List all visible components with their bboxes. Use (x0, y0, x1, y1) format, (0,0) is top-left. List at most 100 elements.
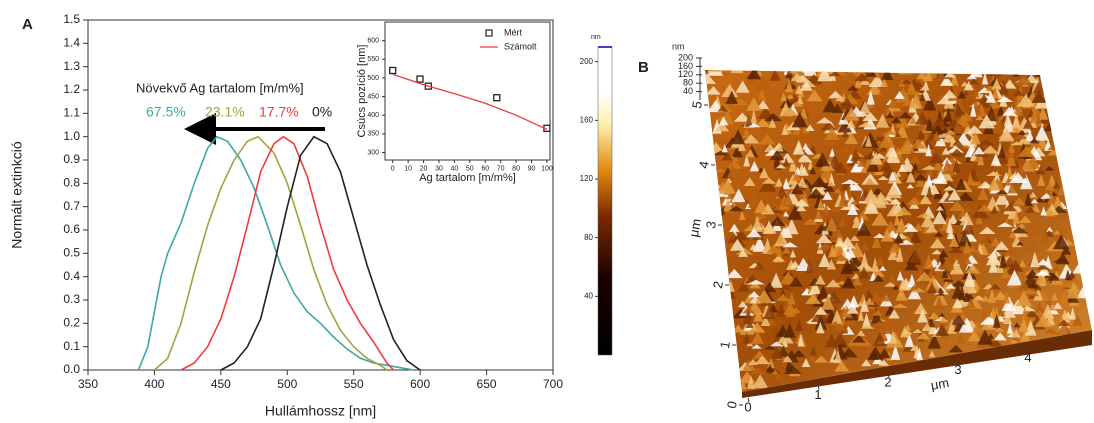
surface-texture (813, 355, 829, 363)
surface-texture (942, 116, 949, 122)
surface-texture (996, 96, 1014, 102)
surface-texture (889, 330, 897, 344)
surface-texture (990, 153, 1001, 166)
surface-texture (872, 274, 884, 282)
surface-texture (865, 135, 872, 147)
surface-texture (947, 246, 965, 254)
surface-texture (990, 87, 1000, 99)
surface-texture (885, 312, 892, 327)
y-tick-label: 1.5 (63, 12, 80, 26)
surface-texture (779, 138, 787, 143)
surface-texture (923, 254, 935, 270)
surface-texture (995, 189, 1009, 195)
surface-texture (818, 253, 831, 267)
surface-texture (831, 309, 843, 325)
surface-texture (780, 92, 787, 102)
surface-texture (948, 214, 959, 224)
surface-texture (743, 77, 760, 85)
surface-texture (760, 315, 771, 326)
surface-texture (1003, 241, 1017, 257)
surface-texture (962, 240, 972, 254)
surface-texture (776, 244, 783, 257)
surface-texture (764, 113, 783, 122)
surface-texture (810, 309, 829, 323)
surface-texture (1034, 125, 1050, 141)
surface-texture (776, 293, 790, 301)
surface-texture (770, 346, 784, 359)
y-axis-label: Normált extinkció (9, 141, 25, 249)
x-tick-label: 80 (512, 165, 520, 172)
surface-texture (1047, 189, 1055, 204)
surface-texture (844, 132, 859, 145)
surface-texture (766, 244, 781, 253)
surface-texture (891, 303, 909, 308)
surface-texture (816, 321, 825, 334)
surface-texture (796, 95, 804, 105)
surface-texture (796, 186, 806, 191)
x-tick-label: 30 (435, 165, 443, 172)
surface-texture (834, 240, 846, 247)
data-line (137, 135, 414, 371)
surface-texture (732, 324, 745, 333)
surface-texture (964, 264, 981, 274)
y-tick-label: 3 (703, 220, 719, 230)
surface-texture (872, 321, 887, 327)
surface-texture (780, 164, 792, 172)
surface-texture (783, 157, 790, 167)
x-tick-label: 500 (277, 377, 297, 391)
surface-texture (936, 95, 955, 105)
surface-texture (925, 224, 939, 233)
surface-texture (841, 179, 852, 191)
surface-texture (728, 206, 745, 212)
x-tick-label: 400 (144, 377, 164, 391)
surface-texture (782, 211, 789, 217)
y-tick-label: 0.5 (63, 246, 80, 260)
surface-texture (790, 183, 804, 195)
surface-texture (856, 302, 864, 307)
surface-texture (1003, 203, 1018, 212)
y-tick-label: 0.4 (63, 269, 80, 283)
surface-texture (940, 75, 954, 86)
x-tick-label: 2 (884, 375, 891, 390)
surface-texture (750, 108, 757, 124)
surface-texture (1040, 206, 1047, 216)
surface-texture (929, 70, 938, 78)
surface-texture (896, 206, 912, 216)
surface-texture (909, 344, 920, 351)
surface-texture (961, 221, 975, 235)
surface-texture (1027, 220, 1040, 235)
surface-texture (1012, 210, 1020, 224)
surface-texture (928, 183, 940, 194)
z-tick-label: 200 (678, 52, 693, 62)
surface-texture (774, 177, 784, 187)
surface-texture (976, 181, 994, 189)
surface-texture (811, 176, 828, 188)
surface-texture (888, 241, 902, 253)
surface-texture (1041, 304, 1055, 319)
surface-texture (832, 254, 850, 262)
surface-texture (963, 270, 976, 287)
surface-texture (997, 222, 1013, 227)
surface-texture (885, 143, 898, 157)
surface-texture (957, 90, 967, 99)
surface-texture (792, 140, 805, 155)
surface-texture (705, 70, 716, 81)
surface-texture (820, 121, 837, 131)
surface-texture (780, 270, 797, 284)
surface-texture (998, 145, 1006, 158)
surface-texture (952, 159, 961, 173)
surface-texture (785, 70, 803, 72)
surface-texture (856, 111, 869, 116)
surface-texture (966, 74, 977, 80)
surface-texture (1052, 302, 1063, 309)
surface-texture (1008, 140, 1016, 153)
surface-texture (754, 118, 772, 127)
surface-texture (1071, 304, 1083, 309)
surface-texture (1069, 307, 1076, 320)
surface-texture (1025, 309, 1039, 318)
surface-texture (955, 178, 967, 190)
x-tick-label: 10 (404, 165, 412, 172)
surface-texture (788, 276, 804, 287)
surface-texture (952, 297, 963, 309)
surface-texture (863, 198, 879, 214)
